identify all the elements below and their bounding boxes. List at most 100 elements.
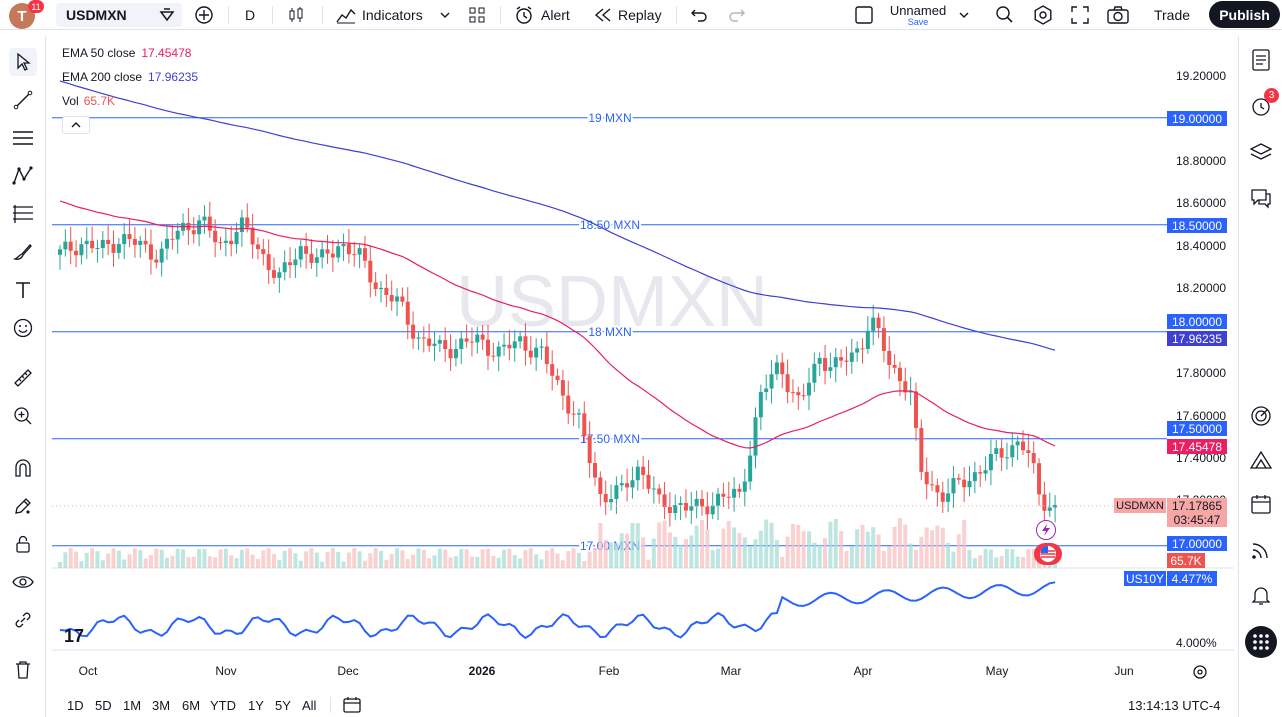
clock-timezone[interactable]: 13:14:13 UTC-4 bbox=[1128, 698, 1221, 713]
trend-line-icon[interactable] bbox=[9, 86, 37, 114]
candle-body bbox=[935, 485, 940, 493]
ema50-legend[interactable]: EMA 50 close 17.45478 bbox=[62, 46, 191, 60]
volume-bar bbox=[170, 555, 175, 568]
volume-bar bbox=[405, 559, 410, 568]
candle-body bbox=[95, 248, 100, 250]
axis-settings-icon[interactable] bbox=[1192, 664, 1208, 683]
range-5d[interactable]: 5D bbox=[95, 698, 112, 713]
range-5y[interactable]: 5Y bbox=[275, 698, 291, 713]
symbol-watermark: USDMXN bbox=[456, 262, 768, 342]
layouts-grid-icon[interactable] bbox=[468, 4, 486, 26]
volume-legend[interactable]: Vol 65.7K bbox=[62, 94, 115, 108]
volume-bar bbox=[480, 549, 485, 568]
candle-body bbox=[614, 485, 619, 500]
emoji-icon[interactable] bbox=[9, 314, 37, 342]
stay-in-drawing-icon[interactable] bbox=[9, 492, 37, 520]
eye-icon[interactable] bbox=[9, 568, 37, 596]
quick-search-icon[interactable] bbox=[994, 4, 1014, 26]
indicators-button[interactable]: Indicators bbox=[336, 4, 423, 26]
replay-button[interactable]: Replay bbox=[594, 4, 662, 26]
undo-icon[interactable] bbox=[690, 4, 708, 26]
go-to-date-calendar-icon[interactable] bbox=[343, 696, 361, 717]
watchlist-icon[interactable] bbox=[1247, 46, 1275, 74]
fullscreen-icon[interactable] bbox=[1071, 4, 1089, 26]
candle-body bbox=[416, 337, 421, 339]
layout-name-button[interactable]: Unnamed Save bbox=[880, 2, 956, 28]
alert-button[interactable]: Alert bbox=[514, 4, 570, 26]
ideas-icon[interactable] bbox=[1247, 446, 1275, 474]
chat-icon[interactable] bbox=[1247, 184, 1275, 212]
horizontal-lines-icon[interactable] bbox=[9, 124, 37, 152]
ruler-icon[interactable] bbox=[9, 364, 37, 392]
streams-icon[interactable] bbox=[1247, 536, 1275, 564]
add-symbol-icon[interactable] bbox=[158, 4, 176, 26]
redo-icon[interactable] bbox=[728, 4, 746, 26]
volume-bar bbox=[304, 551, 309, 568]
volume-bar bbox=[229, 555, 234, 568]
event-lightning-icon[interactable] bbox=[1036, 520, 1056, 540]
time-axis-label: May bbox=[985, 664, 1009, 678]
range-3m[interactable]: 3M bbox=[152, 698, 171, 713]
volume-bar bbox=[448, 557, 453, 568]
target-icon[interactable] bbox=[1247, 402, 1275, 430]
volume-bar bbox=[785, 536, 790, 568]
volume-bar bbox=[897, 518, 902, 568]
volume-bar bbox=[667, 532, 672, 568]
range-1y[interactable]: 1Y bbox=[248, 698, 264, 713]
volume-bar bbox=[191, 556, 196, 568]
candle-body bbox=[277, 272, 282, 278]
magnet-icon[interactable] bbox=[9, 454, 37, 482]
indicators-menu-chevron-icon[interactable] bbox=[438, 4, 452, 26]
layout-checkbox-icon[interactable] bbox=[855, 4, 873, 26]
candle-body bbox=[897, 367, 902, 382]
candle-body bbox=[346, 244, 351, 255]
widget-bar: 3 bbox=[1238, 36, 1282, 717]
layout-menu-chevron-icon[interactable] bbox=[957, 4, 971, 26]
apps-grid-icon[interactable] bbox=[1245, 626, 1277, 658]
trash-icon[interactable] bbox=[9, 656, 37, 684]
pattern-tool-icon[interactable] bbox=[9, 162, 37, 190]
ema200-legend[interactable]: EMA 200 close 17.96235 bbox=[62, 70, 198, 84]
link-icon[interactable] bbox=[9, 606, 37, 634]
settings-gear-icon[interactable] bbox=[1033, 4, 1053, 26]
range-1d[interactable]: 1D bbox=[67, 698, 84, 713]
candle-body bbox=[967, 481, 972, 488]
symbol-search[interactable]: USDMXN bbox=[56, 3, 182, 27]
candle-body bbox=[539, 346, 544, 348]
layers-icon[interactable] bbox=[1247, 138, 1275, 166]
brush-icon[interactable] bbox=[9, 238, 37, 266]
candle-body bbox=[122, 234, 127, 245]
range-1m[interactable]: 1M bbox=[123, 698, 142, 713]
alerts-clock-icon[interactable] bbox=[1247, 92, 1275, 120]
range-ytd[interactable]: YTD bbox=[210, 698, 236, 713]
compare-add-icon[interactable] bbox=[194, 4, 214, 26]
range-all[interactable]: All bbox=[302, 698, 317, 713]
candle-body bbox=[491, 355, 496, 357]
range-6m[interactable]: 6M bbox=[182, 698, 201, 713]
collapse-legend-chevron-up-icon[interactable] bbox=[62, 116, 90, 134]
price-chart[interactable]: USDMXN 19 MXN 18.50 MXN 18 MXN 17.50 MXN 17.0… bbox=[52, 36, 1234, 686]
volume-bar bbox=[234, 558, 239, 568]
candle-body bbox=[175, 230, 180, 240]
publish-button[interactable]: Publish bbox=[1209, 1, 1280, 28]
text-tool-icon[interactable] bbox=[9, 276, 37, 304]
notifications-bell-icon[interactable] bbox=[1247, 581, 1275, 609]
fib-retracement-icon[interactable] bbox=[9, 200, 37, 228]
us-flag-event-icon[interactable] bbox=[1034, 543, 1062, 565]
candle-body bbox=[940, 492, 945, 502]
indicators-label: Indicators bbox=[362, 7, 423, 23]
candle-body bbox=[512, 341, 517, 349]
zoom-in-icon[interactable] bbox=[9, 402, 37, 430]
volume-bar bbox=[1004, 548, 1009, 568]
snapshot-camera-icon[interactable] bbox=[1107, 4, 1129, 26]
candle-type-icon[interactable] bbox=[287, 4, 305, 26]
lock-icon[interactable] bbox=[9, 530, 37, 558]
calendar-icon[interactable] bbox=[1247, 490, 1275, 518]
volume-bar bbox=[700, 519, 704, 568]
volume-bar bbox=[437, 548, 442, 568]
trade-button[interactable]: Trade bbox=[1142, 1, 1202, 28]
cursor-arrow-icon[interactable] bbox=[9, 48, 37, 76]
volume-bar bbox=[261, 550, 266, 568]
candle-body bbox=[132, 238, 137, 245]
interval-button[interactable]: D bbox=[245, 4, 255, 26]
